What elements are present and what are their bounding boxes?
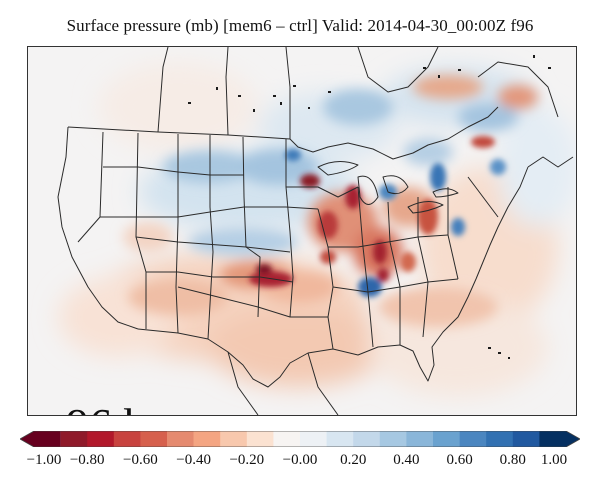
field-intense — [249, 136, 506, 297]
colorbar-cell — [326, 431, 354, 447]
colorbar-tick-label: 0.20 — [340, 452, 367, 468]
colorbar-tick-label: −0.80 — [69, 452, 105, 468]
colorbar-cell — [246, 431, 274, 447]
map-panel: 96 hr — [27, 46, 577, 416]
lake-marks — [188, 55, 551, 359]
boundaries — [57, 47, 574, 415]
colorbar-tick-label: 0.80 — [499, 452, 526, 468]
colorbar-cell — [220, 431, 248, 447]
colorbar-tick-label: −0.60 — [123, 452, 158, 468]
colorbar-cell — [193, 431, 221, 447]
colorbar-cell — [140, 431, 168, 447]
pressure-difference-map — [28, 47, 576, 415]
colorbar-cell — [113, 431, 141, 447]
colorbar-cell — [486, 431, 514, 447]
colorbar-tick-label: 0.40 — [393, 452, 420, 468]
colorbar-cell — [539, 431, 580, 447]
colorbar-cell — [167, 431, 194, 447]
colorbar-cell — [87, 431, 115, 447]
forecast-lead-label: 96 hr — [66, 402, 162, 416]
colorbar-tick-label: −1.00 — [26, 452, 62, 468]
colorbar-tick-label: −0.00 — [282, 452, 318, 468]
colorbar-tick-label: −0.40 — [176, 452, 211, 468]
colorbar-cell — [60, 431, 88, 447]
colorbar-cell — [300, 431, 327, 447]
colorbar-cells — [20, 431, 580, 447]
colorbar-cell — [273, 431, 301, 447]
colorbar-cell — [433, 431, 460, 447]
colorbar-cell — [379, 431, 407, 447]
plot-title: Surface pressure (mb) [mem6 – ctrl] Vali… — [66, 16, 534, 35]
colorbar-cell — [353, 431, 381, 447]
colorbar-cell — [459, 431, 487, 447]
colorbar-tick-label: 1.00 — [540, 452, 568, 468]
colorbar-tick-labels: −1.00 −0.80 −0.60 −0.40 −0.20 −0.00 0.20 0.40 0.… — [0, 452, 600, 476]
colorbar-tick-label: 0.60 — [446, 452, 473, 468]
colorbar-cell — [512, 431, 540, 447]
colorbar-tick-label: −0.20 — [229, 452, 265, 468]
colorbar-cell — [20, 431, 61, 447]
colorbar — [20, 431, 580, 447]
colorbar-cell — [406, 431, 434, 447]
